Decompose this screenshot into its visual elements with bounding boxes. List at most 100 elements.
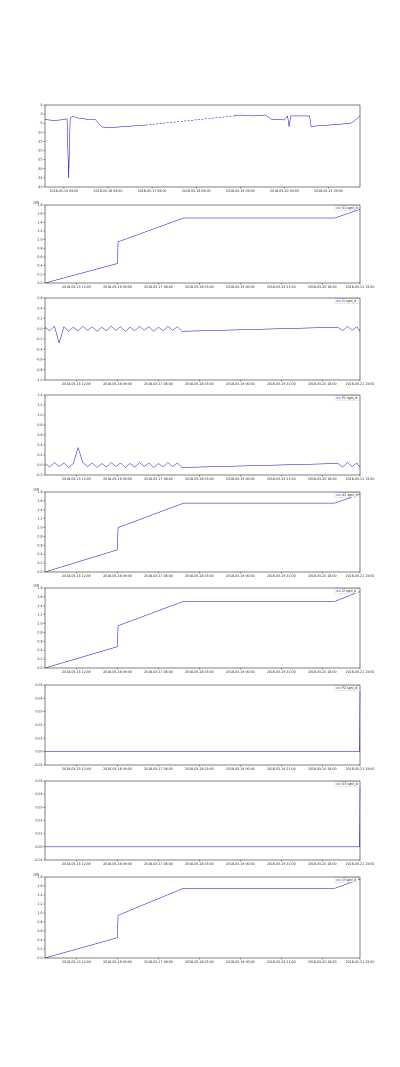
x-tick-label: 2018-05-17 06:00: [144, 382, 173, 386]
axes-frame: [44, 491, 361, 573]
offset-text: 1e6: [33, 201, 39, 205]
x-tick-label: 2018-05-21 15:00: [346, 382, 375, 386]
x-tick-label: 2018-05-19 00:00: [226, 670, 255, 674]
legend-label: P2 sgnl_d: [342, 686, 357, 690]
y-tick-label: 0.00: [35, 750, 42, 754]
x-tick-label: 2018-05-19 00:00: [226, 960, 255, 964]
y-tick-label: 0.0: [37, 956, 42, 960]
y-tick-label: 0.2: [37, 272, 42, 276]
y-tick-label: -5: [39, 121, 42, 125]
legend-box: [334, 395, 359, 401]
y-tick-label: 0.0: [37, 570, 42, 574]
x-tick-label: 2018-05-20 18:00: [308, 767, 337, 771]
y-tick-label: 1.2: [37, 902, 42, 906]
axes-frame: [44, 104, 361, 188]
x-tick-label: 2018-05-19 00:00: [226, 862, 255, 866]
y-tick-label: 0.4: [37, 306, 42, 310]
x-tick-label: 2018-05-15 12:00: [62, 574, 91, 578]
x-tick-label: 2018-05-20 18:00: [308, 477, 337, 481]
legend-label: P1 sgnl_d: [342, 396, 357, 400]
y-tick-label: 0.6: [37, 639, 42, 643]
x-tick-label: 2018-05-17 09:00: [138, 189, 167, 193]
x-tick-label: 2018-05-21 15:00: [346, 574, 375, 578]
x-tick-label: 2018-05-19 21:00: [267, 574, 296, 578]
y-tick-label: 0.4: [37, 648, 42, 652]
y-tick-label: 1.6: [37, 595, 42, 599]
x-tick-label: 2018-05-19 21:00: [267, 767, 296, 771]
x-tick-label: 2018-05-17 06:00: [144, 477, 173, 481]
legend-box: [334, 492, 359, 498]
x-tick-label: 2018-05-21 15:00: [346, 285, 375, 289]
y-tick-label: 0.02: [35, 819, 42, 823]
y-tick-label: 1.2: [37, 403, 42, 407]
subplot: 0.0 0.2 0.4 0.6 0.8 1.0 1.2 1.4 1.6 1.8 2018-05-15…: [33, 488, 374, 579]
y-tick-label: -1.0: [36, 378, 42, 382]
series-line: [44, 325, 361, 345]
y-tick-label: 0.0: [37, 666, 42, 670]
x-tick-label: 2018-05-18 03:00: [185, 960, 214, 964]
y-tick-label: 0.4: [37, 264, 42, 268]
y-tick-label: 0.04: [35, 696, 42, 700]
y-tick-label: 0.01: [35, 832, 42, 836]
y-tick-label: -25: [37, 158, 42, 162]
legend-box: [334, 781, 359, 787]
x-tick-label: 2018-05-21 09:00: [314, 189, 343, 193]
series-line: [45, 787, 361, 848]
x-tick-label: 2018-05-19 21:00: [267, 960, 296, 964]
y-tick-label: 0.2: [37, 657, 42, 661]
y-tick-label: 0.8: [37, 920, 42, 924]
x-tick-label: 2018-05-19 00:00: [226, 574, 255, 578]
y-tick-label: 0.6: [37, 296, 42, 300]
y-tick-label: 0.4: [37, 443, 42, 447]
legend-box: [334, 588, 359, 594]
y-tick-label: -40: [37, 185, 42, 189]
x-tick-label: 2018-05-17 06:00: [144, 285, 173, 289]
y-tick-label: 1.8: [37, 875, 42, 879]
x-tick-label: 2018-05-17 06:00: [144, 862, 173, 866]
x-tick-label: 2018-05-21 15:00: [346, 477, 375, 481]
y-tick-label: -0.6: [36, 358, 42, 362]
x-tick-label: 2018-05-20 18:00: [308, 960, 337, 964]
series-line: [44, 879, 361, 959]
offset-text: 1e6: [33, 873, 39, 877]
y-tick-label: 0.4: [37, 552, 42, 556]
y-tick-label: 0.00: [35, 845, 42, 849]
subplot: -0.01 0.00 0.01 0.02 0.03 0.04 0.05 2018-05-15 …: [34, 683, 374, 771]
y-tick-label: 1.0: [37, 413, 42, 417]
y-tick-label: 0.6: [37, 433, 42, 437]
x-tick-label: 2018-05-19 21:00: [267, 862, 296, 866]
x-tick-label: 2018-05-21 15:00: [346, 862, 375, 866]
series-line: [44, 209, 361, 284]
y-tick-label: -0.01: [34, 763, 42, 767]
x-tick-label: 2018-05-16 09:00: [103, 285, 132, 289]
y-tick-label: 0.03: [35, 710, 42, 714]
x-tick-label: 2018-05-19 21:00: [267, 382, 296, 386]
x-tick-label: 2018-05-15 12:00: [62, 862, 91, 866]
y-tick-label: -0.01: [34, 858, 42, 862]
axes-frame: [44, 297, 361, 381]
y-tick-label: 0.05: [35, 779, 42, 783]
axes-frame: [44, 587, 361, 669]
x-tick-label: 2018-05-21 15:00: [346, 767, 375, 771]
legend-label: I1 sgnl_d: [342, 299, 356, 303]
legend-box: [334, 877, 359, 883]
legend-label: U1 sgnl_d: [342, 206, 358, 210]
y-tick-label: 1.0: [37, 526, 42, 530]
x-tick-label: 2018-05-19 21:00: [267, 670, 296, 674]
y-tick-label: 1.6: [37, 499, 42, 503]
y-tick-label: 0.6: [37, 255, 42, 259]
x-tick-label: 2018-05-15 12:00: [62, 477, 91, 481]
subplot: -0.01 0.00 0.01 0.02 0.03 0.04 0.05 2018-05-15 …: [34, 779, 374, 866]
series-line: [44, 114, 361, 178]
y-tick-label: 0.03: [35, 805, 42, 809]
x-tick-label: 2018-05-18 03:00: [185, 574, 214, 578]
series-line: [44, 493, 361, 573]
y-tick-label: 1.8: [37, 203, 42, 207]
axes-frame: [44, 204, 361, 284]
y-tick-label: 0.2: [37, 561, 42, 565]
x-tick-label: 2018-05-18 03:00: [185, 477, 214, 481]
subplot: -40 -35 -30 -25 -20 -15 -10 -5 0 5 2018-05-15 09:0…: [37, 103, 361, 193]
y-tick-label: 0.0: [37, 281, 42, 285]
x-tick-label: 2018-05-17 06:00: [144, 574, 173, 578]
